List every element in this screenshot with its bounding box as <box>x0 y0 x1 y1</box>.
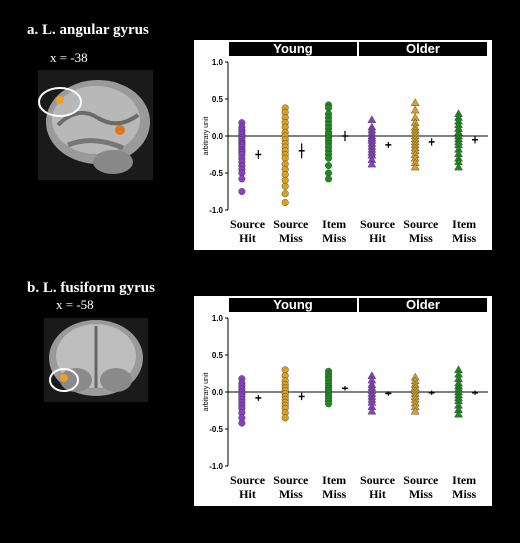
data-point <box>454 162 463 171</box>
panel-a-brain-image <box>38 70 153 180</box>
panel-b-coordinate: x = -58 <box>56 297 94 312</box>
category-label: Source <box>273 473 309 487</box>
data-point <box>410 162 420 171</box>
category-label: Item <box>322 473 346 487</box>
data-point <box>325 154 333 162</box>
data-point <box>238 175 246 183</box>
panel-b-title: b. L. fusiform gyrus <box>27 280 155 296</box>
y-axis-label: arbitrary unit <box>203 372 210 411</box>
data-point <box>367 406 377 415</box>
y-tick-label: -1.0 <box>209 206 223 215</box>
y-tick-label: 0.0 <box>212 388 224 397</box>
group-header-older <box>359 42 487 56</box>
y-tick-label: -1.0 <box>209 462 223 471</box>
data-point <box>325 400 333 408</box>
panel-a-coordinate: x = -38 <box>50 50 88 65</box>
data-point <box>281 170 289 178</box>
category-label: Source <box>230 217 266 231</box>
data-point <box>238 419 246 427</box>
data-point <box>281 414 289 422</box>
y-tick-label: 0.5 <box>212 95 224 104</box>
category-label: Hit <box>369 231 386 245</box>
y-tick-label: 1.0 <box>212 58 224 67</box>
data-point <box>410 98 420 106</box>
data-point <box>367 159 377 168</box>
group-header-young <box>229 42 357 56</box>
data-point <box>281 154 289 162</box>
category-label: Hit <box>239 231 256 245</box>
data-point <box>281 366 289 374</box>
category-label: Miss <box>279 487 303 501</box>
data-point <box>454 409 463 418</box>
data-point <box>325 175 333 183</box>
data-point <box>281 199 289 207</box>
category-label: Miss <box>452 487 476 501</box>
category-label: Source <box>403 473 439 487</box>
category-label: Source <box>403 217 439 231</box>
y-tick-label: 1.0 <box>212 314 224 323</box>
panel-a-chart: Young Older 1.0 0.5 0.0 -0.5 -1.0 arbitrary uni… <box>194 40 492 250</box>
data-point <box>410 105 420 114</box>
category-label: Miss <box>279 231 303 245</box>
group-header-young <box>229 298 357 312</box>
data-point <box>238 169 246 177</box>
data-point <box>281 190 289 198</box>
category-label: Source <box>360 217 396 231</box>
group-label-older: Older <box>406 41 440 56</box>
data-point <box>325 169 333 177</box>
panel-a-title: a. L. angular gyrus <box>27 22 149 38</box>
category-label: Miss <box>322 487 346 501</box>
data-point <box>281 176 289 184</box>
panel-b-brain-image <box>44 318 148 402</box>
group-label-young: Young <box>273 41 313 56</box>
category-label: Source <box>273 217 309 231</box>
y-tick-label: -0.5 <box>209 425 223 434</box>
panel-b-roi-circle <box>49 368 79 392</box>
y-axis-label: arbitrary unit <box>203 116 210 155</box>
panel-b-chart: Young Older 1.0 0.5 0.0 -0.5 -1.0 arbitrary uni… <box>194 296 492 506</box>
data-point <box>410 406 420 415</box>
category-label: Item <box>452 217 476 231</box>
y-tick-label: 0.0 <box>212 132 224 141</box>
group-header-older <box>359 298 487 312</box>
category-label: Item <box>452 473 476 487</box>
group-label-young: Young <box>273 297 313 312</box>
category-label: Item <box>322 217 346 231</box>
category-label: Miss <box>409 231 433 245</box>
group-label-older: Older <box>406 297 440 312</box>
category-label: Source <box>230 473 266 487</box>
category-label: Hit <box>369 487 386 501</box>
panel-a-roi-circle <box>38 87 82 117</box>
data-point <box>281 182 289 190</box>
category-label: Miss <box>322 231 346 245</box>
category-label: Source <box>360 473 396 487</box>
data-point <box>325 162 333 170</box>
category-label: Miss <box>452 231 476 245</box>
y-tick-label: -0.5 <box>209 169 223 178</box>
category-label: Hit <box>239 487 256 501</box>
data-point <box>367 115 377 123</box>
y-tick-label: 0.5 <box>212 351 224 360</box>
category-label: Miss <box>409 487 433 501</box>
data-point <box>325 104 333 112</box>
data-point <box>238 187 246 195</box>
